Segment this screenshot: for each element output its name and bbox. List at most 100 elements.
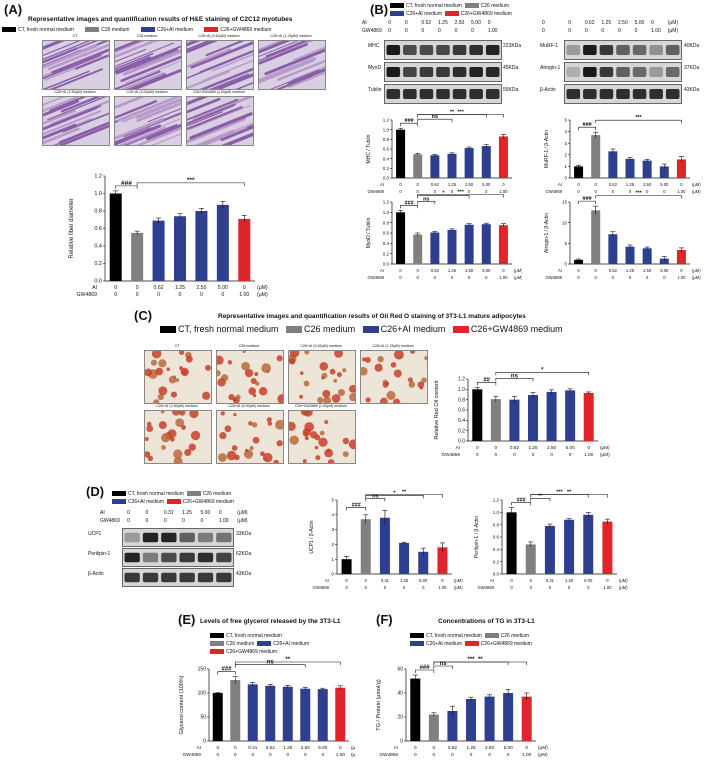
significance-label: ### (405, 118, 414, 124)
bar (418, 551, 429, 574)
blot-gw4869-dose: 0 (568, 28, 572, 34)
bar (608, 234, 618, 264)
ai-dose-label: 0 (417, 182, 420, 187)
micrograph-texture (115, 41, 181, 89)
row-label-ai: AI (490, 578, 494, 583)
myotube (291, 66, 325, 81)
y-tick-label: 1.0 (383, 210, 390, 215)
ai-dose-label: (μM) (454, 578, 463, 583)
blot-gw4869-dose: 0 (471, 28, 474, 34)
row-label-gw4869: GW4869 (545, 189, 562, 194)
blot-ai-dose: 2.50 (454, 20, 465, 26)
micrograph-label: C26+AI (0.62μM) medium (198, 34, 240, 38)
y-tick-label: 0.8 (493, 522, 500, 527)
lipid-droplet (190, 430, 201, 441)
lipid-droplet (329, 368, 336, 375)
blot-band-label: MHC (368, 43, 380, 49)
gw4869-dose-label: 0 (646, 189, 649, 194)
panel-letter-c: (C) (134, 308, 153, 323)
ai-dose-label: 0 (606, 578, 609, 583)
protein-band (632, 88, 647, 100)
legend-label: C26 medium (500, 633, 529, 639)
panel-e-legend: CT, fresh normal medium C26 medium C26+A… (210, 632, 309, 656)
gw4869-dose-label: 1.00 (438, 585, 447, 590)
gw4869-dose-label: 0 (468, 189, 471, 194)
y-tick-label: 5 (331, 498, 334, 503)
myotube (43, 47, 78, 64)
legend-label: C26 medium (101, 27, 130, 33)
significance-label: * (442, 190, 445, 196)
gw4869-dose-label: 1.00 (522, 752, 532, 757)
gw4869-dose-label: 0 (414, 752, 417, 757)
protein-band (216, 552, 232, 563)
ai-dose-label: 0 (243, 285, 246, 291)
protein-band (665, 44, 680, 56)
ai-dose-label: 0 (587, 445, 590, 450)
protein-band (452, 88, 467, 100)
chart-atrogin1-actin: 0 5 10 15 Atrogin-1 / β-Actin ### *** AI GW4869 0… (544, 191, 701, 281)
lipid-droplet (252, 436, 260, 444)
myotube (189, 104, 251, 130)
panel-letter-d: (D) (86, 484, 105, 499)
bar (625, 246, 635, 264)
bar (525, 544, 536, 574)
y-tick-label: 0.2 (493, 559, 500, 564)
micrograph-texture (187, 41, 253, 89)
myotube (115, 117, 165, 140)
bar (379, 517, 390, 574)
lipid-droplet (146, 421, 152, 427)
gw4869-dose-label: 0 (495, 452, 498, 457)
gw4869-dose-label: 0 (434, 275, 437, 280)
lipid-droplet (218, 453, 227, 462)
bar (565, 390, 576, 441)
legend-label: C26+GW4869 medium (470, 324, 563, 334)
myotube (120, 55, 181, 82)
myotube (115, 41, 146, 54)
myotube (43, 109, 76, 125)
protein-band (216, 572, 232, 583)
bar (396, 212, 406, 264)
protein-band (469, 66, 483, 78)
significance-bracket (400, 122, 419, 127)
protein-band (632, 66, 647, 78)
lipid-droplet (161, 433, 171, 443)
protein-band (179, 532, 195, 543)
myotube (187, 41, 211, 51)
significance-label: *** (635, 115, 642, 121)
protein-band (142, 532, 159, 543)
bar (413, 154, 423, 178)
significance-bracket (417, 114, 504, 118)
myotube (146, 123, 181, 141)
myotube (49, 97, 87, 112)
significance-label: ** (567, 490, 572, 496)
y-tick-label: 3 (331, 527, 334, 532)
significance-bracket (217, 671, 236, 675)
ai-dose-label: 0 (339, 745, 342, 750)
lipid-droplet (322, 389, 331, 398)
bar (247, 684, 258, 741)
blot-gw4869-dose: 0 (163, 518, 167, 524)
micrograph-texture (217, 411, 283, 463)
y-tick-label: 4 (564, 129, 567, 134)
blot-strip (384, 62, 502, 82)
lipid-droplet (315, 455, 321, 461)
lipid-droplet (161, 445, 166, 450)
panel-letter-e: (E) (178, 612, 196, 627)
blot-ai-dose: 1.25 (601, 20, 612, 26)
lipid-droplet (334, 351, 344, 358)
myotube (205, 41, 245, 57)
gw4869-dose-label: 0 (549, 585, 552, 590)
y-tick-label: 1.0 (383, 127, 390, 132)
y-tick-label: 0.4 (383, 241, 390, 246)
oil-red-micrograph (144, 350, 212, 404)
protein-band (632, 44, 647, 56)
y-tick-label: 0 (400, 739, 403, 745)
blot-ai-dose: 0 (404, 20, 408, 26)
panel-f-legend: CT, fresh normal medium C26 medium C26+A… (410, 632, 532, 648)
blot-gw4869-dose: 0 (618, 28, 621, 34)
lipid-droplet (266, 417, 272, 423)
protein-band (616, 44, 630, 56)
lipid-droplet (170, 391, 178, 398)
lipid-droplet (336, 372, 342, 378)
protein-band (665, 88, 680, 100)
